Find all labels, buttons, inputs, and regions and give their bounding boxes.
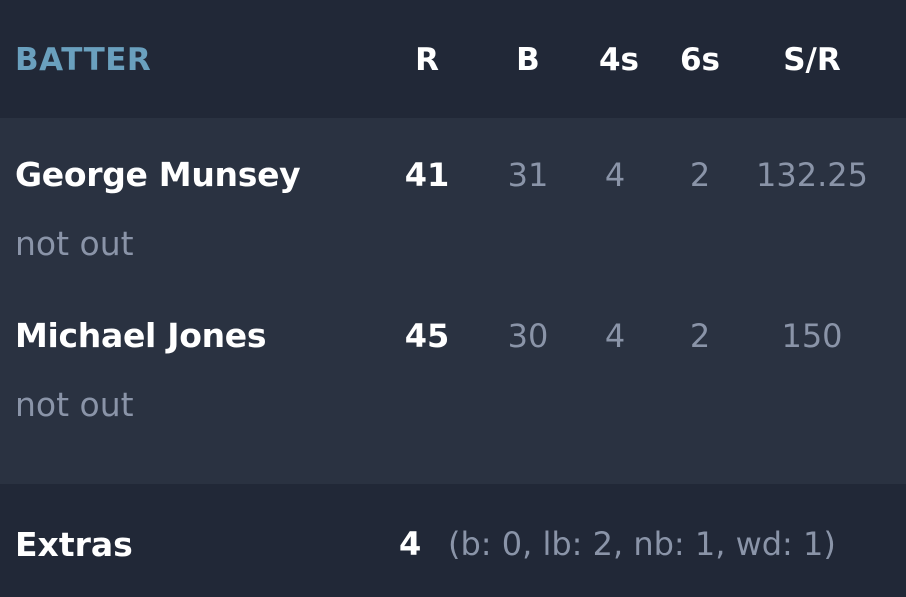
batter-status: not out [15,224,134,263]
batter-column-header: BATTER [15,42,152,78]
batter-balls: 31 [507,156,549,194]
batter-strike-rate: 132.25 [756,156,868,194]
batter-status: not out [15,385,134,424]
batter-balls: 30 [507,317,549,355]
batter-name: Michael Jones [15,316,267,355]
extras-label: Extras [15,525,133,564]
batter-sixes: 2 [689,317,711,355]
batter-runs: 41 [404,156,450,194]
extras-row [0,484,906,597]
strike-rate-column-header: S/R [783,42,841,78]
extras-breakdown: (b: 0, lb: 2, nb: 1, wd: 1) [448,525,836,563]
batter-fours: 4 [604,156,626,194]
scorecard-header: BATTER R B 4s 6s S/R [0,0,906,118]
batter-sixes: 2 [689,156,711,194]
runs-column-header: R [415,42,439,78]
fours-column-header: 4s [598,42,640,78]
batter-name: George Munsey [15,155,301,194]
sixes-column-header: 6s [679,42,721,78]
batters-list: George Munsey not out 41 31 4 2 132.25 M… [0,118,906,484]
batter-strike-rate: 150 [781,317,843,355]
extras-total: 4 [399,525,422,563]
batter-fours: 4 [604,317,626,355]
batter-runs: 45 [404,317,450,355]
balls-column-header: B [516,42,540,78]
